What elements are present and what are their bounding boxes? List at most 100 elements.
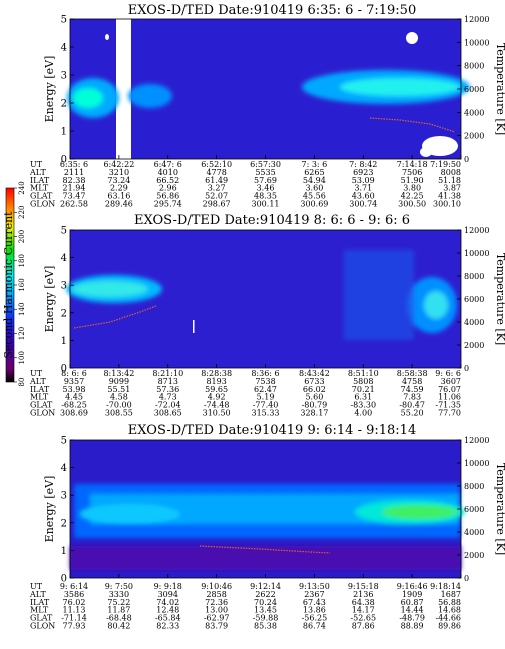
ephemeris-cell: 85.38 [254, 622, 277, 631]
ephemeris-cell: 298.67 [203, 200, 231, 209]
panel-2-spike [193, 320, 195, 333]
ephemeris-cell: 9:12:14 [250, 582, 281, 591]
ephemeris-cell: 3.71 [354, 184, 372, 193]
ephemeris-cell: 55.20 [401, 409, 424, 418]
ephemeris-row-label: UT [30, 369, 43, 378]
panel-2-title: EXOS-D/TED Date:910419 8: 6: 6 - 9: 6: 6 [134, 213, 410, 228]
ephemeris-cell: 1909 [402, 590, 422, 599]
ephemeris-cell: 9: 6:14 [60, 582, 88, 591]
panel-1: EXOS-D/TED Date:910419 6:35: 6 - 7:19:50… [29, 3, 505, 209]
ephemeris-row-label: ALT [29, 590, 46, 599]
ephemeris-row-label: ILAT [30, 176, 50, 185]
ephemeris-cell: 8: 6: 6 [61, 369, 87, 378]
y2tick-label: 0 [464, 574, 469, 583]
ephemeris-cell: -71.14 [61, 614, 87, 623]
ephemeris-cell: 80.42 [107, 622, 130, 631]
ephemeris-cell: 75.22 [107, 598, 130, 607]
panel-3-y2label: Temperature [K] [494, 463, 505, 555]
ephemeris-cell: 6923 [353, 168, 373, 177]
ephemeris-cell: 43.60 [352, 192, 375, 201]
panel-3-ylabel: Energy [eV] [43, 476, 56, 543]
ephemeris-row-label: GLAT [30, 192, 53, 201]
ephemeris-cell: 67.43 [303, 598, 326, 607]
panel-1-y2label: Temperature [K] [494, 43, 505, 135]
panel-3-xticks [69, 574, 462, 578]
ephemeris-cell: 9:15:18 [348, 582, 379, 591]
ephemeris-cell: 77.93 [63, 622, 86, 631]
y2tick-label: 2000 [464, 551, 484, 560]
ytick-label: 1 [61, 127, 67, 138]
ephemeris-cell: -68.48 [106, 614, 132, 623]
ephemeris-cell: 6733 [304, 377, 324, 386]
ephemeris-cell: 2622 [255, 590, 275, 599]
ephemeris-cell: 2136 [353, 590, 373, 599]
panel-1-spectrogram [67, 19, 470, 159]
ytick-label: 4 [61, 463, 67, 474]
panel-3: EXOS-D/TED Date:910419 9: 6:14 - 9:18:14… [29, 423, 505, 631]
panel-3-yticks: 0 1 2 3 4 5 [61, 436, 74, 585]
panel-2: EXOS-D/TED Date:910419 8: 6: 6 - 9: 6: 6… [29, 213, 505, 418]
ephemeris-cell: 57.36 [156, 385, 179, 394]
ephemeris-cell: 308.69 [60, 409, 88, 418]
ephemeris-cell: 13.45 [254, 606, 277, 615]
y2tick-label: 6000 [464, 295, 484, 304]
panel-1-white-patches [105, 32, 458, 157]
ephemeris-cell: 60.87 [401, 598, 424, 607]
ytick-label: 0 [61, 574, 67, 585]
y2tick-label: 10000 [464, 249, 489, 258]
ephemeris-cell: 3.80 [403, 184, 421, 193]
ephemeris-cell: 21.94 [63, 184, 86, 193]
ephemeris-cell: 5.19 [257, 393, 275, 402]
y2tick-label: 10000 [464, 459, 489, 468]
ephemeris-cell: 308.65 [154, 409, 182, 418]
ephemeris-cell: 87.86 [352, 622, 375, 631]
ephemeris-cell: 70.21 [352, 385, 375, 394]
ephemeris-cell: 300.10 [433, 200, 461, 209]
ephemeris-cell: 9:10:46 [201, 582, 232, 591]
panel-1-y2ticks: 0 2000 4000 6000 8000 10000 12000 [457, 15, 489, 164]
ephemeris-cell: 9: 6: 6 [435, 369, 461, 378]
ytick-label: 1 [61, 546, 67, 557]
ephemeris-cell: 4010 [158, 168, 178, 177]
panel-1-title: EXOS-D/TED Date:910419 6:35: 6 - 7:19:50 [128, 3, 416, 18]
y2tick-label: 2000 [464, 132, 484, 141]
panel-2-spectrogram [66, 230, 461, 368]
ytick-label: 4 [61, 43, 67, 54]
ephemeris-cell: 70.24 [254, 598, 277, 607]
ephemeris-cell: 11.06 [438, 393, 461, 402]
y2tick-label: 12000 [464, 15, 489, 24]
ephemeris-cell: -70.00 [106, 401, 132, 410]
ephemeris-cell: 56.88 [438, 598, 461, 607]
ephemeris-cell: 59.65 [205, 385, 228, 394]
ytick-label: 2 [61, 518, 67, 529]
ytick-label: 1 [61, 336, 67, 347]
ephemeris-cell: -56.25 [302, 614, 328, 623]
colorbar-label: Second Harmonic Current [2, 211, 15, 359]
ephemeris-cell: 5535 [255, 168, 275, 177]
panel-2-band-right-core [424, 291, 448, 319]
ephemeris-cell: 63.16 [107, 192, 130, 201]
ephemeris-cell: 9: 9:18 [154, 582, 182, 591]
ephemeris-cell: -59.88 [253, 614, 279, 623]
ytick-label: 0 [61, 155, 67, 166]
ephemeris-cell: 42.25 [401, 192, 424, 201]
ephemeris-cell: 73.47 [63, 192, 86, 201]
panel-1-gap [116, 19, 131, 159]
y2tick-label: 0 [464, 364, 469, 373]
ephemeris-cell: -72.04 [155, 401, 181, 410]
ephemeris-cell: 2.29 [110, 184, 128, 193]
ephemeris-cell: 4758 [402, 377, 422, 386]
ephemeris-cell: 7.83 [403, 393, 421, 402]
ytick-label: 2 [61, 99, 67, 110]
ytick-label: 3 [61, 281, 67, 292]
ytick-label: 0 [61, 364, 67, 375]
ephemeris-row-label: GLAT [30, 614, 53, 623]
ephemeris-cell: 86.74 [303, 622, 326, 631]
panel-2-ylabel: Energy [eV] [43, 266, 56, 333]
panel-2-temperature-trace [73, 305, 157, 329]
ephemeris-cell: 11.87 [107, 606, 130, 615]
ephemeris-cell: 89.86 [438, 622, 461, 631]
ephemeris-cell: 315.33 [252, 409, 280, 418]
